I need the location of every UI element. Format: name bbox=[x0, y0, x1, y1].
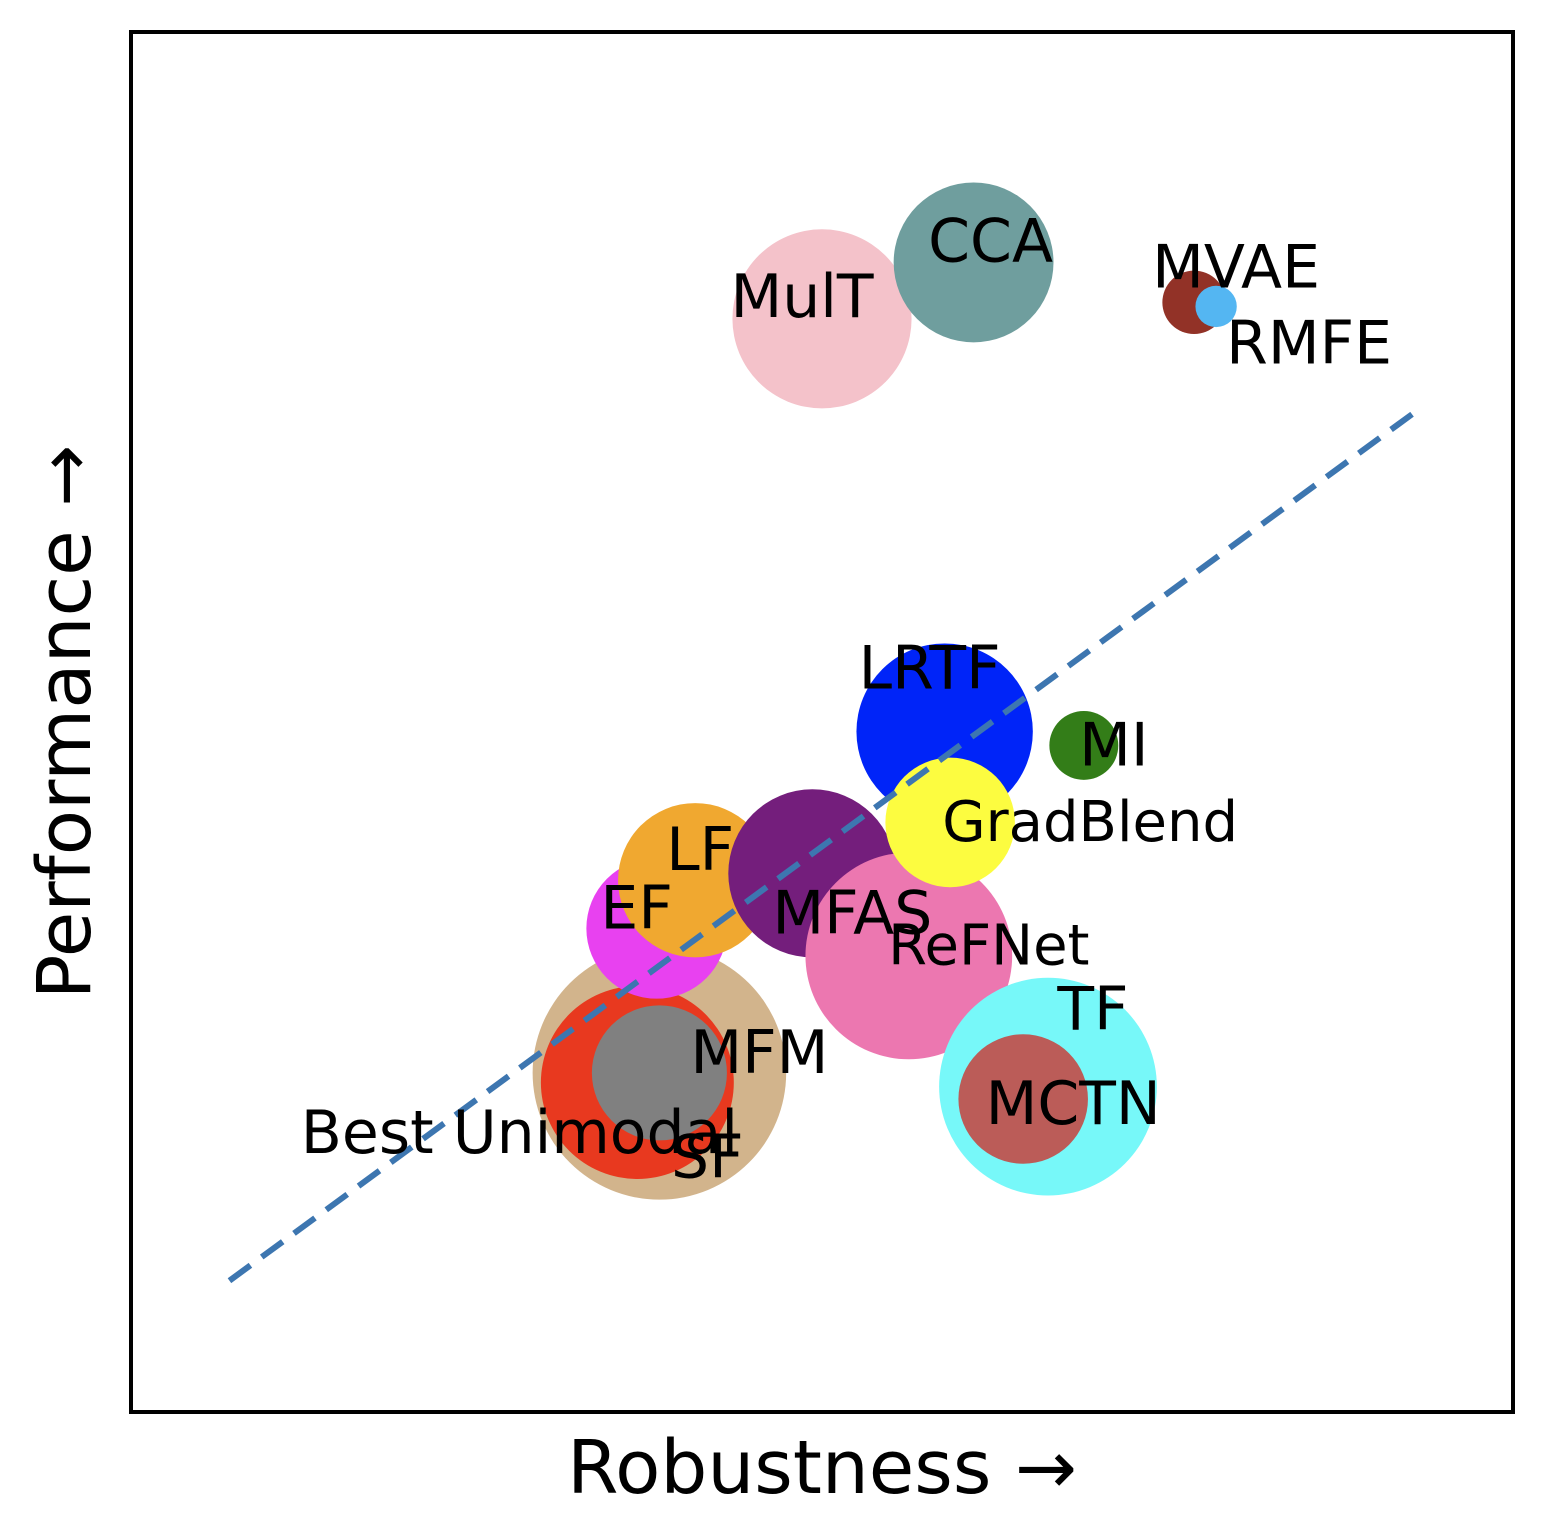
bubble-mfm bbox=[591, 1005, 727, 1141]
bubble-lf bbox=[618, 803, 773, 958]
bubble-cca bbox=[893, 182, 1054, 343]
label-mfas: MFAS bbox=[772, 878, 932, 948]
label-best-unimodal: Best Unimodal bbox=[301, 1098, 738, 1168]
x-axis-label: Robustness → bbox=[567, 1425, 1077, 1511]
label-mvae: MVAE bbox=[1152, 232, 1320, 302]
label-ef: EF bbox=[600, 873, 672, 943]
bubble-refnet bbox=[805, 852, 1013, 1060]
bubble-mctn bbox=[958, 1034, 1088, 1164]
label-rmfe: RMFE bbox=[1226, 308, 1392, 378]
label-mult: MulT bbox=[730, 262, 873, 332]
bubble-layer bbox=[532, 182, 1237, 1200]
label-sf: SF bbox=[671, 1123, 744, 1193]
label-mctn: MCTN bbox=[986, 1069, 1161, 1139]
label-mfm: MFM bbox=[690, 1018, 828, 1088]
label-mi: MI bbox=[1079, 710, 1148, 780]
label-gradblend: GradBlend bbox=[942, 790, 1238, 855]
bubble-mi bbox=[1049, 710, 1119, 780]
trend-line bbox=[227, 409, 1417, 1284]
label-cca: CCA bbox=[928, 206, 1053, 276]
bubble-rmfe bbox=[1195, 285, 1237, 328]
bubble-gradblend bbox=[885, 757, 1015, 888]
y-axis-label: Performance → bbox=[22, 445, 108, 999]
label-tf: TF bbox=[1056, 975, 1128, 1045]
label-refnet: ReFNet bbox=[888, 913, 1089, 978]
label-lrtf: LRTF bbox=[859, 634, 1001, 704]
label-lf: LF bbox=[666, 815, 734, 885]
bubble-mult bbox=[732, 229, 912, 409]
